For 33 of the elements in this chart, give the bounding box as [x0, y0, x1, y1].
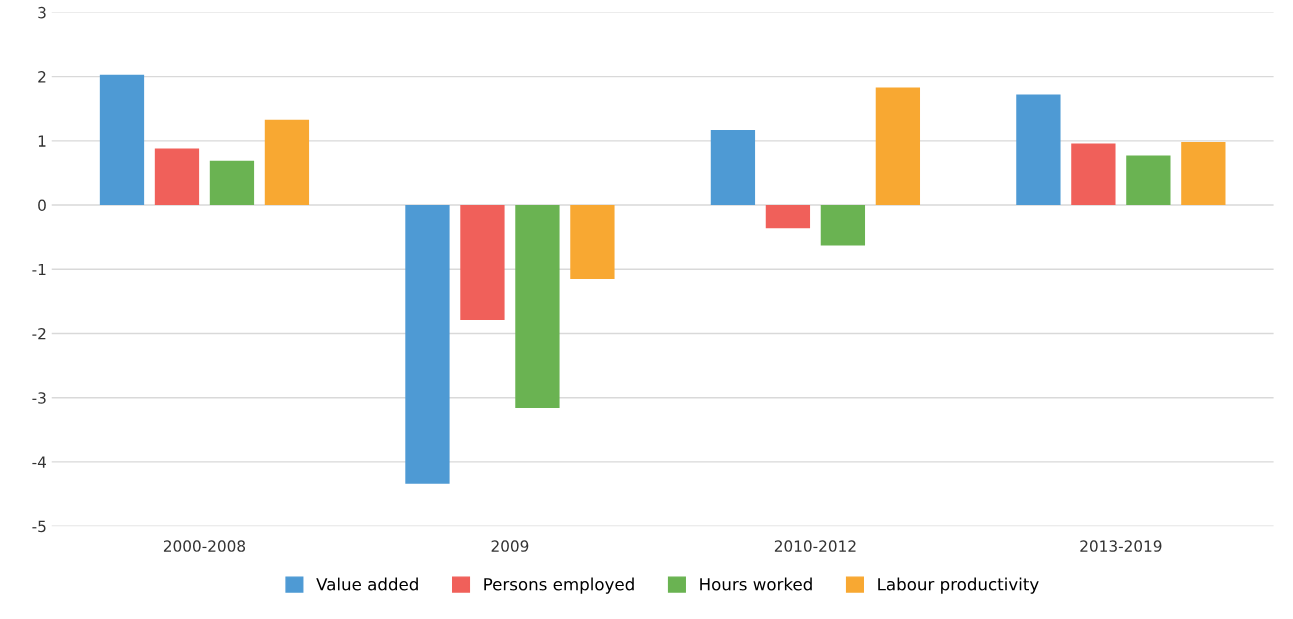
x-tick-label: 2013-2019: [1080, 540, 1162, 552]
bar: [765, 205, 811, 229]
x-tick-label: 2009: [491, 540, 529, 552]
bar: [154, 148, 200, 206]
bar: [515, 205, 560, 408]
bar: [460, 205, 505, 320]
bar: [1016, 94, 1061, 206]
y-tick-label: -3: [32, 392, 46, 404]
bar: [1181, 142, 1226, 206]
legend-label: Value added: [316, 577, 418, 591]
y-tick-label: -5: [32, 520, 46, 533]
legend-label: Persons employed: [484, 577, 634, 594]
legend-label: Labour productivity: [878, 577, 1039, 594]
y-tick-label: -2: [32, 327, 46, 340]
bar: [1071, 143, 1116, 206]
bar: [710, 129, 756, 206]
y-tick-label: -4: [32, 456, 46, 468]
y-tick-label: -1: [32, 263, 46, 276]
y-tick-label: 1: [38, 135, 46, 147]
y-tick-label: 2: [38, 71, 46, 83]
y-tick-label: 0: [38, 199, 46, 212]
y-tick-label: 3: [38, 6, 46, 19]
bar: [264, 119, 310, 206]
bar: [99, 74, 145, 206]
x-tick-label: 2010-2012: [774, 540, 856, 552]
bar: [209, 160, 255, 206]
bar: [570, 205, 615, 279]
x-tick-label: 2000-2008: [163, 540, 246, 552]
bar: [875, 87, 921, 206]
bar: [1126, 155, 1171, 206]
legend-label: Hours worked: [700, 577, 812, 591]
bar: [405, 205, 450, 484]
bar: [820, 205, 866, 246]
